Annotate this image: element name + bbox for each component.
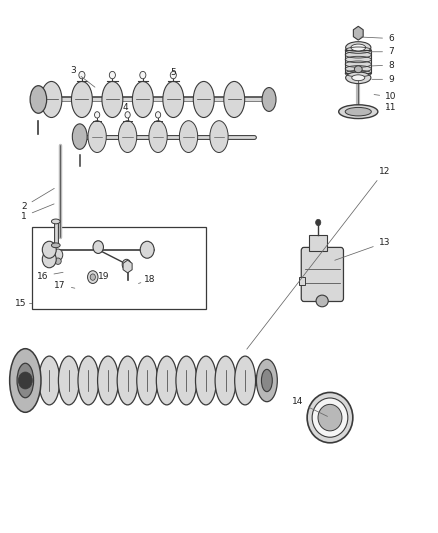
Ellipse shape <box>71 82 92 117</box>
Ellipse shape <box>262 87 276 111</box>
Polygon shape <box>353 26 363 40</box>
Bar <box>309 235 327 251</box>
Ellipse shape <box>318 405 342 431</box>
Circle shape <box>42 251 56 268</box>
Ellipse shape <box>316 295 328 307</box>
Text: 1: 1 <box>21 204 54 221</box>
Ellipse shape <box>235 356 255 405</box>
Circle shape <box>140 71 146 79</box>
Text: 5: 5 <box>168 68 176 84</box>
Text: 11: 11 <box>385 103 397 112</box>
Circle shape <box>110 71 116 79</box>
Ellipse shape <box>39 356 60 405</box>
Ellipse shape <box>193 82 214 117</box>
Text: 8: 8 <box>372 61 394 69</box>
Ellipse shape <box>51 243 60 248</box>
Text: 6: 6 <box>361 34 394 43</box>
Ellipse shape <box>346 72 371 84</box>
Text: 19: 19 <box>98 271 110 280</box>
FancyBboxPatch shape <box>301 247 343 302</box>
Circle shape <box>18 372 32 389</box>
Ellipse shape <box>53 249 63 261</box>
Circle shape <box>90 274 95 280</box>
Ellipse shape <box>58 356 79 405</box>
Ellipse shape <box>132 82 153 117</box>
Ellipse shape <box>17 364 34 398</box>
Ellipse shape <box>176 356 197 405</box>
Ellipse shape <box>210 120 228 152</box>
Ellipse shape <box>312 398 348 437</box>
Circle shape <box>95 112 100 118</box>
Ellipse shape <box>261 369 272 392</box>
Circle shape <box>316 219 321 225</box>
Ellipse shape <box>351 44 366 51</box>
Bar <box>32 227 206 309</box>
Ellipse shape <box>72 124 87 149</box>
Circle shape <box>155 112 161 118</box>
Ellipse shape <box>78 356 99 405</box>
Text: 7: 7 <box>370 47 394 56</box>
Text: 14: 14 <box>292 397 328 416</box>
Ellipse shape <box>51 219 60 224</box>
Ellipse shape <box>163 82 184 117</box>
Circle shape <box>93 241 103 254</box>
Circle shape <box>140 241 154 258</box>
Circle shape <box>79 71 85 79</box>
Text: 17: 17 <box>54 280 75 289</box>
Text: 10: 10 <box>374 92 397 101</box>
Ellipse shape <box>10 349 41 413</box>
Text: 13: 13 <box>335 238 390 260</box>
Ellipse shape <box>41 82 62 117</box>
Ellipse shape <box>180 120 198 152</box>
Ellipse shape <box>307 392 353 443</box>
Text: 16: 16 <box>37 271 63 280</box>
Ellipse shape <box>98 356 118 405</box>
Ellipse shape <box>215 356 236 405</box>
Ellipse shape <box>88 120 106 152</box>
Ellipse shape <box>345 108 371 116</box>
Circle shape <box>88 271 98 284</box>
Ellipse shape <box>156 356 177 405</box>
Ellipse shape <box>149 120 167 152</box>
Ellipse shape <box>352 75 365 80</box>
Ellipse shape <box>55 258 61 264</box>
Ellipse shape <box>346 42 371 53</box>
Text: 15: 15 <box>15 299 32 308</box>
Ellipse shape <box>195 356 216 405</box>
Text: 2: 2 <box>21 188 54 211</box>
Ellipse shape <box>354 66 362 72</box>
Circle shape <box>122 259 131 270</box>
Ellipse shape <box>102 82 123 117</box>
Ellipse shape <box>256 359 277 402</box>
Ellipse shape <box>30 86 47 114</box>
Circle shape <box>42 241 56 258</box>
Bar <box>345 50 371 74</box>
Circle shape <box>170 71 177 79</box>
Text: 18: 18 <box>138 275 155 284</box>
Text: 12: 12 <box>247 166 390 349</box>
Ellipse shape <box>137 356 158 405</box>
Circle shape <box>125 112 130 118</box>
Ellipse shape <box>117 356 138 405</box>
Polygon shape <box>123 260 132 273</box>
Ellipse shape <box>224 82 245 117</box>
Bar <box>299 277 305 285</box>
Ellipse shape <box>339 105 378 118</box>
Text: 3: 3 <box>71 66 95 87</box>
Ellipse shape <box>118 120 137 152</box>
Text: 4: 4 <box>123 103 128 112</box>
Text: 9: 9 <box>372 75 394 84</box>
